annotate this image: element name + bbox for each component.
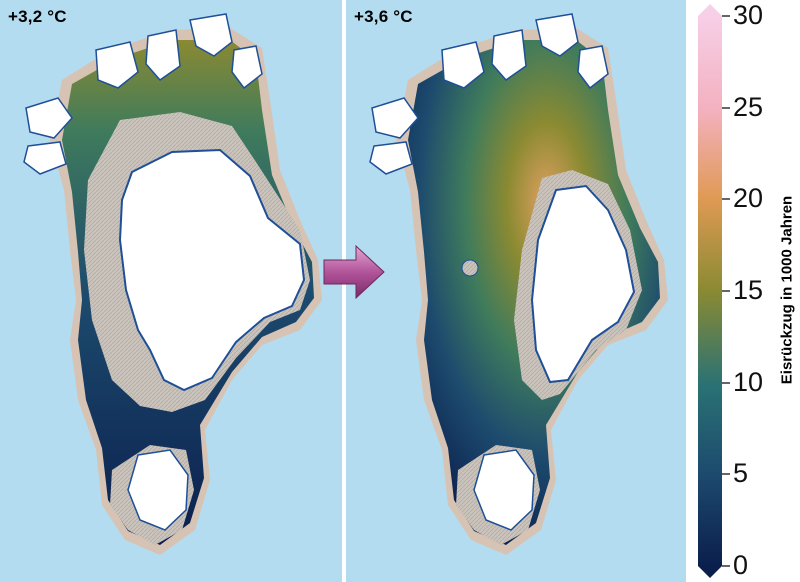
- colorbar-tick-25: 25: [733, 92, 764, 122]
- greenland-map-3-6: [369, 13, 668, 555]
- colorbar-bottom-extend: [698, 566, 722, 578]
- map-panel-3-6: +3,6 °C: [346, 0, 686, 582]
- colorbar-tick-30: 30: [733, 0, 764, 30]
- colorbar-title: Eisrückzug in 1000 Jahren: [778, 195, 796, 385]
- map-panel-3-2: +3,2 °C: [0, 0, 342, 582]
- relict-ice-patch: [461, 259, 479, 277]
- northern-ice-caps: [23, 13, 263, 175]
- ice-sheet-south: [127, 449, 189, 531]
- colorbar-gradient: [698, 16, 722, 566]
- greenland-map-3-2: [23, 13, 322, 555]
- colorbar-tick-5: 5: [733, 458, 749, 488]
- northern-ice-caps: [369, 13, 609, 175]
- ice-sheet: [118, 148, 306, 392]
- scenario-label: +3,6 °C: [354, 7, 413, 26]
- ice-sheet-south: [473, 449, 535, 531]
- colorbar-tick-15: 15: [733, 275, 764, 305]
- colorbar-tick-20: 20: [733, 183, 764, 213]
- colorbar-ticks: [722, 15, 730, 567]
- scenario-label: +3,2 °C: [8, 7, 67, 26]
- colorbar-tick-10: 10: [733, 367, 764, 397]
- colorbar-top-extend: [698, 4, 722, 16]
- ice-sheet: [530, 184, 636, 384]
- colorbar-tick-0: 0: [733, 550, 749, 580]
- colorbar: [698, 4, 730, 578]
- transition-arrow-icon: [323, 244, 385, 300]
